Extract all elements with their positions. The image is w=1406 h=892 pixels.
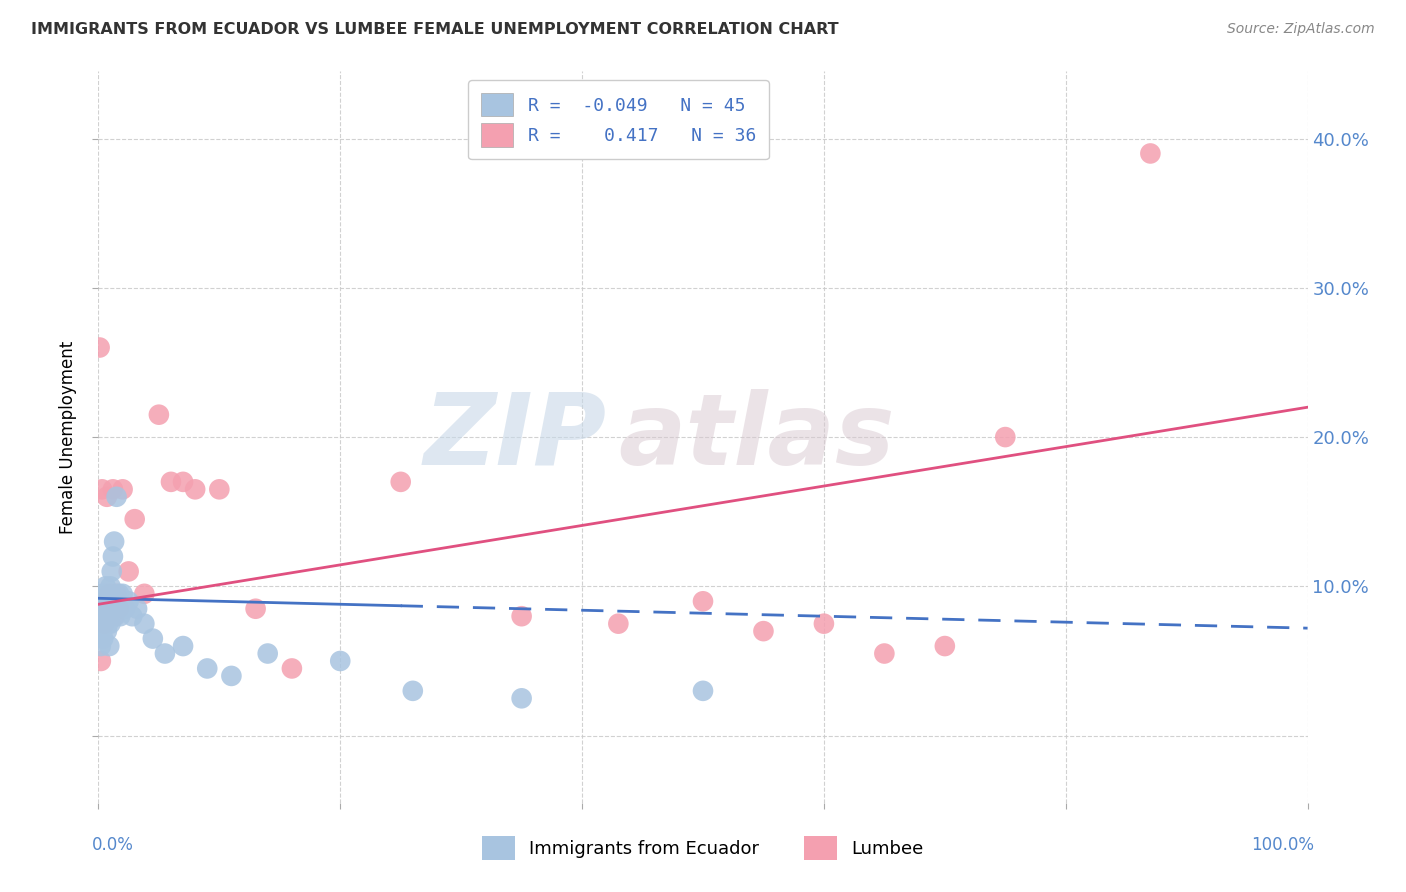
Point [91, 632, 114, 646]
Point [873, 647, 896, 661]
Point [221, 669, 243, 683]
Point [510, 691, 533, 706]
Point [510, 609, 533, 624]
Point [97, 616, 120, 631]
Point [121, 609, 143, 624]
Point [813, 616, 835, 631]
Point [93, 616, 115, 631]
Point [90, 654, 112, 668]
Point [105, 490, 128, 504]
Point [100, 565, 122, 579]
Point [114, 601, 136, 615]
Point [96, 624, 118, 639]
Text: IMMIGRANTS FROM ECUADOR VS LUMBEE FEMALE UNEMPLOYMENT CORRELATION CHART: IMMIGRANTS FROM ECUADOR VS LUMBEE FEMALE… [31, 22, 838, 37]
Point [692, 683, 714, 698]
Point [389, 475, 412, 489]
Point [184, 483, 207, 497]
Point [93, 616, 115, 631]
Point [142, 632, 165, 646]
Text: 100.0%: 100.0% [1250, 837, 1313, 855]
Point [208, 483, 231, 497]
Point [100, 601, 122, 615]
Point [111, 483, 134, 497]
Point [91, 609, 114, 624]
Point [329, 654, 352, 668]
Point [692, 594, 714, 608]
Point [281, 661, 304, 675]
Point [89, 341, 111, 355]
Point [90, 639, 112, 653]
Point [172, 475, 194, 489]
Point [96, 490, 118, 504]
Point [934, 639, 956, 653]
Point [94, 601, 117, 615]
Text: Source: ZipAtlas.com: Source: ZipAtlas.com [1227, 22, 1375, 37]
Point [256, 647, 278, 661]
Point [97, 601, 120, 615]
Point [94, 579, 117, 593]
Point [172, 639, 194, 653]
Text: atlas: atlas [619, 389, 894, 485]
Y-axis label: Female Unemployment: Female Unemployment [59, 341, 77, 533]
Point [97, 594, 120, 608]
Point [134, 587, 156, 601]
Point [100, 594, 122, 608]
Point [1139, 146, 1161, 161]
Point [98, 594, 121, 608]
Point [91, 587, 114, 601]
Point [98, 587, 121, 601]
Legend: Immigrants from Ecuador, Lumbee: Immigrants from Ecuador, Lumbee [475, 830, 931, 867]
Point [104, 609, 127, 624]
Point [994, 430, 1017, 444]
Point [91, 483, 114, 497]
Point [108, 587, 131, 601]
Point [118, 565, 141, 579]
Point [89, 594, 111, 608]
Point [108, 609, 131, 624]
Point [124, 512, 146, 526]
Point [91, 601, 114, 615]
Point [101, 549, 124, 564]
Point [105, 587, 128, 601]
Point [100, 616, 122, 631]
Point [103, 534, 125, 549]
Point [96, 587, 118, 601]
Point [107, 594, 129, 608]
Point [103, 609, 125, 624]
Point [98, 639, 121, 653]
Point [118, 594, 141, 608]
Point [108, 601, 131, 615]
Point [89, 624, 111, 639]
Point [195, 661, 218, 675]
Point [402, 683, 425, 698]
Point [93, 594, 115, 608]
Point [148, 408, 170, 422]
Point [127, 601, 149, 615]
Point [90, 601, 112, 615]
Point [160, 475, 183, 489]
Point [91, 609, 114, 624]
Point [111, 587, 134, 601]
Point [94, 609, 117, 624]
Point [101, 483, 124, 497]
Point [245, 601, 267, 615]
Point [90, 616, 112, 631]
Text: ZIP: ZIP [423, 389, 606, 485]
Point [134, 616, 156, 631]
Text: 0.0%: 0.0% [93, 837, 134, 855]
Point [607, 616, 630, 631]
Point [100, 579, 122, 593]
Point [752, 624, 775, 639]
Point [153, 647, 176, 661]
